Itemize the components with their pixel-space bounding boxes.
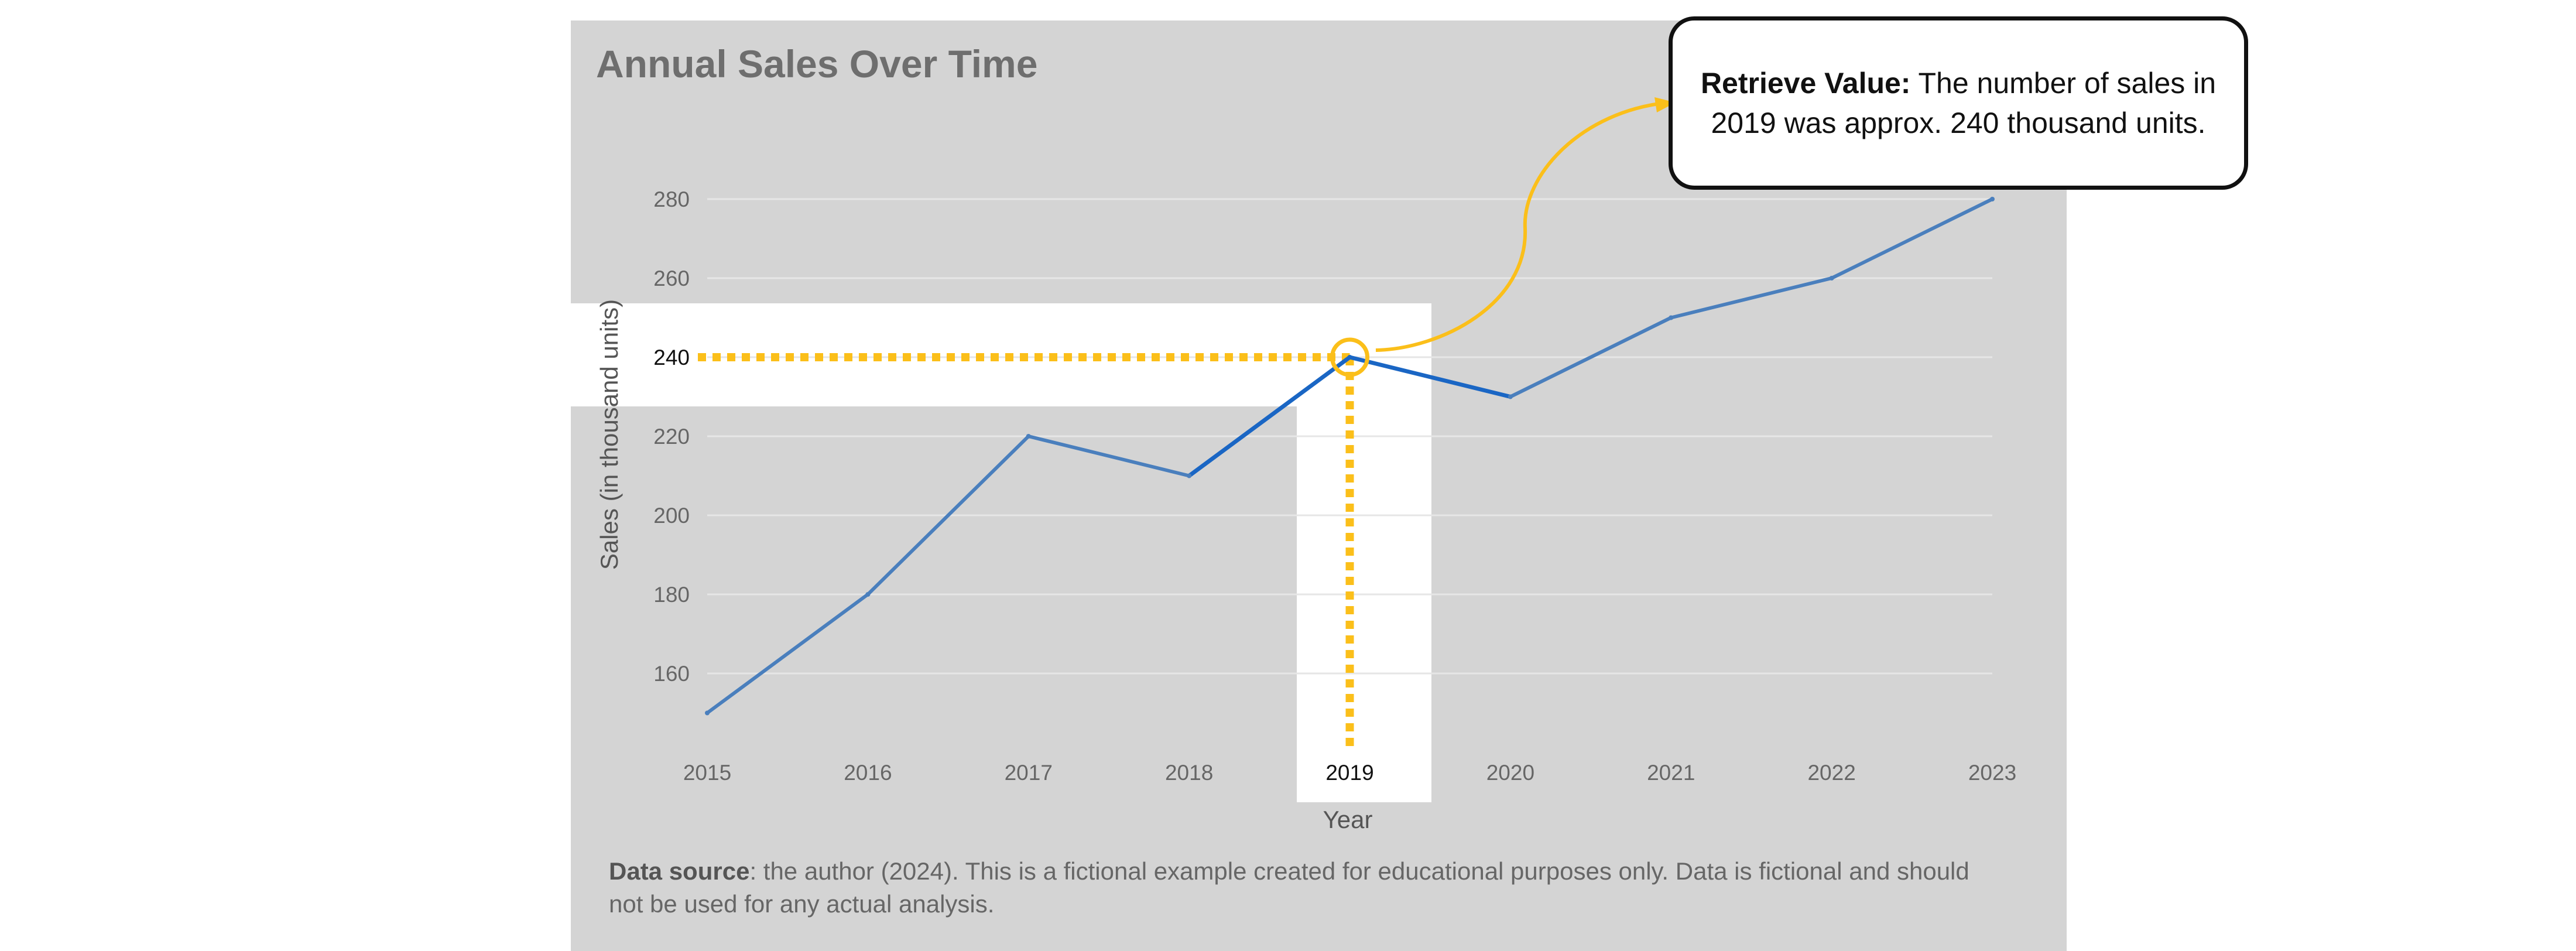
y-axis-ticks: 160 180 200 220 240 260 280 bbox=[653, 187, 690, 686]
data-points bbox=[705, 197, 1995, 716]
chart-title: Annual Sales Over Time bbox=[596, 42, 1037, 85]
x-axis-ticks: 2015 2016 2017 2018 2019 2020 2021 2022 2023 bbox=[683, 761, 2016, 785]
y-tick-label: 260 bbox=[653, 266, 690, 290]
data-point bbox=[1990, 197, 1995, 201]
data-point bbox=[1829, 276, 1834, 280]
y-tick-label: 200 bbox=[653, 504, 690, 528]
x-tick-label: 2017 bbox=[1005, 761, 1053, 785]
x-tick-label: 2020 bbox=[1486, 761, 1534, 785]
data-point bbox=[1347, 355, 1352, 360]
annotation-body: The number of sales in 2019 was approx. … bbox=[1711, 67, 2217, 139]
y-tick-label: 240 bbox=[653, 345, 690, 370]
x-tick-label: 2018 bbox=[1165, 761, 1213, 785]
value-guides bbox=[698, 353, 1354, 750]
x-tick-label: 2019 bbox=[1325, 761, 1373, 785]
highlight-marker bbox=[1330, 337, 1369, 377]
y-tick-label: 160 bbox=[653, 662, 690, 686]
callout-connector bbox=[1375, 101, 1669, 352]
x-tick-label: 2023 bbox=[1968, 761, 2016, 785]
annotation-callout: Retrieve Value: The number of sales in 2… bbox=[1669, 16, 2248, 190]
data-point bbox=[1508, 394, 1513, 399]
data-point bbox=[1187, 473, 1192, 478]
x-axis-title: Year bbox=[1323, 806, 1373, 833]
x-tick-label: 2022 bbox=[1807, 761, 1855, 785]
annotation-label: Retrieve Value: bbox=[1700, 67, 1911, 100]
y-axis-title: Sales (in thousand units) bbox=[595, 299, 623, 570]
annotation-text: Retrieve Value: The number of sales in 2… bbox=[1696, 63, 2221, 143]
y-tick-label: 220 bbox=[653, 425, 690, 449]
x-tick-label: 2021 bbox=[1647, 761, 1695, 785]
data-point bbox=[865, 592, 871, 597]
data-source-text: : the author (2024). This is a fictional… bbox=[609, 857, 1969, 918]
data-source-label: Data source bbox=[609, 857, 750, 885]
x-tick-label: 2015 bbox=[683, 761, 731, 785]
data-point bbox=[705, 710, 710, 716]
callout-arrowhead bbox=[1654, 97, 1676, 112]
data-point bbox=[1669, 315, 1674, 320]
x-tick-label: 2016 bbox=[844, 761, 892, 785]
data-source-note: Data source: the author (2024). This is … bbox=[609, 855, 2002, 921]
x-highlight-band bbox=[1297, 303, 1431, 802]
y-tick-label: 280 bbox=[653, 187, 690, 211]
y-tick-label: 180 bbox=[653, 583, 690, 607]
data-point bbox=[1026, 434, 1031, 439]
